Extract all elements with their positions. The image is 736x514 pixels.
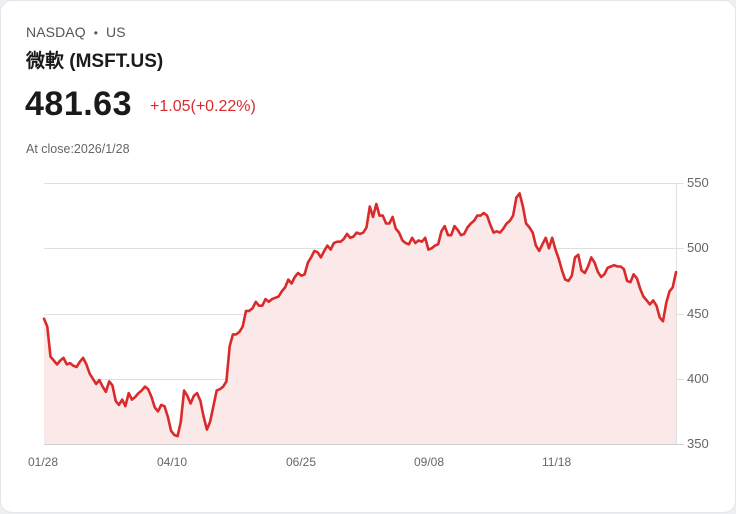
- separator-dot: •: [93, 26, 99, 40]
- price-area-fill: [44, 193, 676, 444]
- x-tick-label: 01/28: [28, 455, 59, 469]
- y-tick-label: 400: [687, 370, 709, 386]
- close-date: At close:2026/1/28: [26, 142, 130, 156]
- exchange-name: NASDAQ: [26, 24, 86, 40]
- price-change: +1.05(+0.22%): [150, 98, 256, 115]
- x-tick-label: 09/08: [414, 455, 445, 469]
- exchange-info: NASDAQ • US: [26, 24, 126, 40]
- current-price: 481.63: [25, 85, 132, 123]
- region: US: [106, 24, 126, 40]
- x-tick-label: 04/10: [157, 455, 188, 469]
- x-tick-label: 11/18: [542, 455, 572, 469]
- y-tick-label: 550: [687, 175, 709, 190]
- y-tick-label: 450: [687, 305, 709, 321]
- y-tick-label: 350: [687, 436, 709, 451]
- stock-name: 微軟 (MSFT.US): [26, 51, 164, 72]
- x-tick-label: 06/25: [286, 455, 317, 469]
- price-line: [42, 192, 678, 438]
- y-tick-label: 500: [687, 240, 709, 256]
